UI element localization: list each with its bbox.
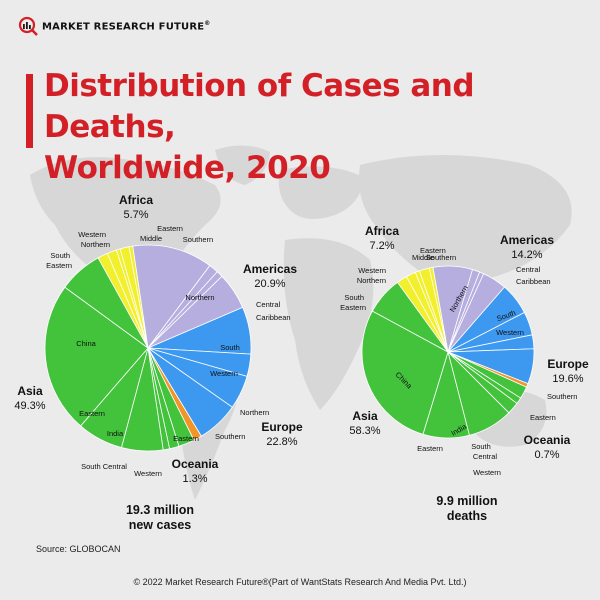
- pie-2-region-oceania-percent: 0.7%: [534, 449, 559, 461]
- title-line-1: Distribution of Cases and Deaths,: [44, 68, 475, 145]
- pie-1-region-africa: Africa: [119, 193, 153, 207]
- pie-1-label-africa-northern: Northern: [81, 240, 110, 249]
- title-line-2: Worldwide, 2020: [44, 150, 331, 186]
- pie-2-total-line-2: deaths: [447, 509, 487, 523]
- pie-1-label-asia-eastern: Eastern: [79, 409, 105, 418]
- brand-name: MARKET RESEARCH FUTURE: [42, 21, 205, 33]
- pie-1-region-africa-percent: 5.7%: [123, 209, 148, 221]
- pie-2-label-africa-southern: Southern: [426, 253, 456, 262]
- pie-1-label-asia-western: Western: [134, 469, 162, 478]
- pie-1-region-oceania-percent: 1.3%: [182, 473, 207, 485]
- pie-1-label-europe-southern: Southern: [215, 432, 245, 441]
- pie-2-region-europe-percent: 19.6%: [552, 373, 583, 385]
- africa-shape: [283, 238, 374, 410]
- pie-1-slice-americas-northern: [132, 244, 211, 350]
- pie-1-region-europe: Europe: [261, 420, 303, 434]
- pie-2-region-africa-percent: 7.2%: [369, 240, 394, 252]
- pie-2-label-asia-central: Central: [473, 452, 498, 461]
- page-title: Distribution of Cases and Deaths, Worldwi…: [44, 66, 600, 189]
- pie-2-label-asia-south: South: [471, 442, 491, 451]
- pie-2-label-europe-southern: Southern: [547, 392, 577, 401]
- pie-1-total-line-2: new cases: [129, 518, 192, 532]
- pie-2-slice-asia-china: [361, 310, 449, 435]
- pie-1-label-americas-south: South: [220, 343, 240, 352]
- pie-2: [361, 265, 535, 439]
- pie-2-region-asia-percent: 58.3%: [349, 425, 380, 437]
- pie-1-label-asia-south-eastern-1: South: [50, 251, 70, 260]
- pie-1-label-asia-south-central: South Central: [81, 462, 127, 471]
- pie-1: [44, 244, 252, 452]
- pie-2-region-americas-percent: 14.2%: [511, 249, 542, 261]
- pie-1-label-asia-india: India: [107, 429, 124, 438]
- pie-1-label-africa-middle: Middle: [140, 234, 162, 243]
- pie-2-label-africa-middle: Middle: [412, 253, 434, 262]
- pie-2-region-africa: Africa: [365, 224, 399, 238]
- title-accent-bar: [26, 74, 33, 148]
- pie-1-label-asia-china: China: [76, 339, 96, 348]
- asia-shape: [359, 155, 572, 283]
- pie-1-region-asia: Asia: [17, 384, 43, 398]
- pie-1-slice-asia-china: [44, 286, 149, 427]
- copyright-note: © 2022 Market Research Future®(Part of W…: [133, 577, 467, 587]
- brand-logo: MARKET RESEARCH FUTURE®: [18, 16, 211, 36]
- pie-2-label-asia-eastern: Eastern: [417, 444, 443, 453]
- pie-2-label-asia-western: Western: [473, 468, 501, 477]
- brand-registered-mark: ®: [204, 19, 211, 27]
- pie-1-region-europe-percent: 22.8%: [266, 436, 297, 448]
- pie-2-region-americas: Americas: [500, 233, 554, 247]
- pie-1-label-americas-northern: Northern: [185, 293, 214, 302]
- pie-2-label-americas-caribbean: Caribbean: [516, 277, 551, 286]
- pie-1-label-europe-western: Western: [210, 369, 238, 378]
- pie-2-region-asia: Asia: [352, 409, 378, 423]
- pie-2-region-oceania: Oceania: [524, 433, 571, 447]
- pie-1-label-americas-central: Central: [256, 300, 281, 309]
- pie-1-total-line-1: 19.3 million: [126, 503, 194, 517]
- pie-1-label-africa-western: Western: [78, 230, 106, 239]
- pie-2-label-europe-eastern: Eastern: [530, 413, 556, 422]
- pie-2-total-line-1: 9.9 million: [436, 494, 497, 508]
- pie-2-slice-asia-south-eastern: [371, 281, 449, 353]
- greenland-shape: [215, 145, 270, 185]
- pie-1-label-africa-southern: Southern: [183, 235, 213, 244]
- pie-2-label-asia-south-eastern-1: South: [344, 293, 364, 302]
- pie-1-label-americas-caribbean: Caribbean: [256, 313, 291, 322]
- pie-1-slice-asia-south-eastern: [64, 257, 149, 349]
- brand-logo-icon: [18, 16, 38, 36]
- pie-1-region-oceania: Oceania: [172, 457, 219, 471]
- pie-1-label-europe-northern: Northern: [240, 408, 269, 417]
- pie-2-region-europe: Europe: [547, 357, 589, 371]
- pie-1-label-asia-south-eastern-2: Eastern: [46, 261, 72, 270]
- europe-shape: [278, 166, 365, 219]
- pie-1-region-americas-percent: 20.9%: [254, 278, 285, 290]
- pie-2-label-africa-eastern: Eastern: [420, 246, 446, 255]
- pie-2-label-americas-central: Central: [516, 265, 541, 274]
- pie-1-label-europe-eastern: Eastern: [173, 434, 199, 443]
- source-note: Source: GLOBOCAN: [36, 544, 121, 554]
- pie-1-label-africa-eastern: Eastern: [157, 224, 183, 233]
- pie-2-label-africa-northern: Northern: [357, 276, 386, 285]
- pie-2-label-asia-south-eastern-2: Eastern: [340, 303, 366, 312]
- pie-2-label-europe-western: Western: [496, 328, 524, 337]
- pie-1-region-americas: Americas: [243, 262, 297, 276]
- pie-2-label-africa-western: Western: [358, 266, 386, 275]
- pie-1-region-asia-percent: 49.3%: [14, 400, 45, 412]
